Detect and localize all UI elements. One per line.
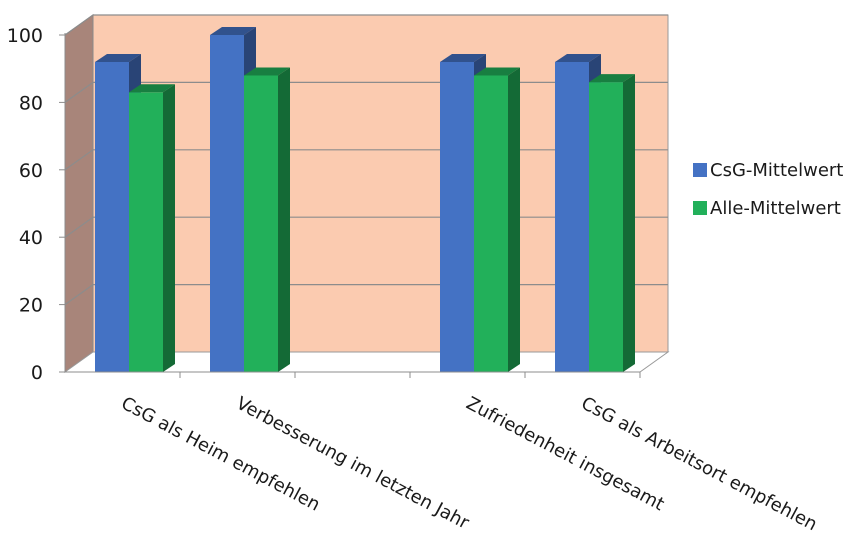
side-wall (64, 14, 94, 373)
bar-front (589, 82, 623, 373)
legend-swatch (693, 201, 707, 215)
bar-top (129, 84, 175, 93)
bar-top (95, 53, 141, 62)
bar (244, 67, 290, 372)
x-category-label: Verbesserung im letzten Jahr (233, 393, 473, 534)
y-tick-label: 40 (19, 227, 43, 249)
bar-front (95, 61, 129, 373)
bar-top (474, 67, 520, 76)
bars-group (95, 27, 635, 373)
y-tick-label: 60 (19, 160, 43, 182)
x-category-label: Zufriedenheit insgesamt (463, 393, 668, 515)
bar-front (555, 61, 589, 373)
legend-swatch (693, 163, 707, 177)
legend-label: Alle-Mittelwert (710, 198, 841, 219)
bar-front (440, 61, 474, 373)
bar-front (210, 35, 244, 372)
bar-top (244, 67, 290, 76)
bar-front (244, 75, 278, 372)
bar (474, 67, 520, 372)
bar-front (474, 75, 508, 372)
bar-top (210, 27, 256, 35)
y-tick-labels: 0 20 40 60 80 100 (7, 25, 43, 384)
y-tick-label: 80 (19, 92, 43, 114)
bar-top (555, 53, 601, 62)
y-tick-label: 100 (7, 25, 43, 47)
bar-side (508, 67, 520, 372)
x-category-label: CsG als Arbeitsort empfehlen (578, 393, 821, 535)
legend-label: CsG-Mittelwert (710, 160, 843, 181)
bar-front (129, 92, 163, 372)
bar-side (623, 74, 635, 373)
bar-side (163, 84, 175, 372)
bar (589, 74, 635, 373)
y-tick-label: 0 (31, 362, 43, 384)
bar-top (440, 53, 486, 62)
bar-top (589, 74, 635, 83)
bar-side (278, 67, 290, 372)
x-category-label: CsG als Heim empfehlen (118, 393, 324, 516)
gridline (64, 14, 668, 36)
axes (59, 33, 641, 378)
bar (129, 84, 175, 372)
legend: CsG-Mittelwert Alle-Mittelwert (693, 160, 843, 219)
y-tick-label: 20 (19, 295, 43, 317)
